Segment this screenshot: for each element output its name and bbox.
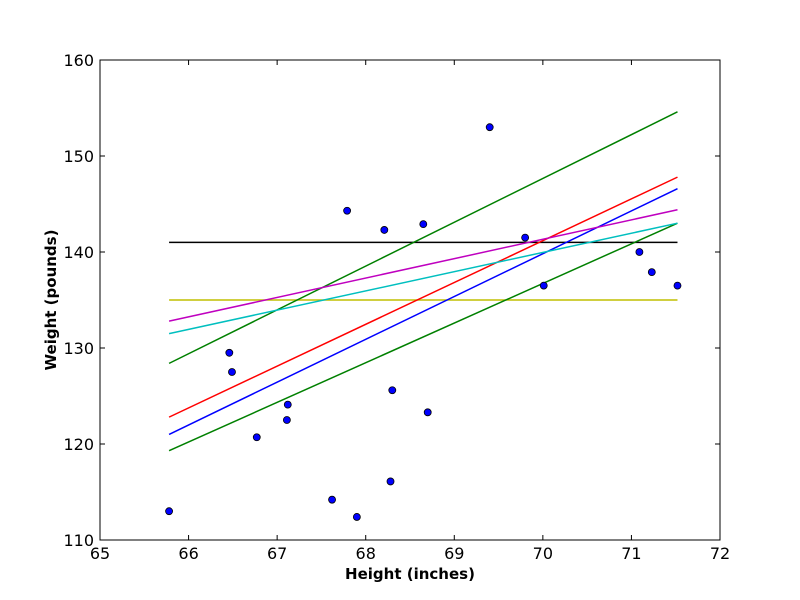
x-tick-label: 65 bbox=[90, 544, 110, 563]
x-tick-label: 71 bbox=[621, 544, 641, 563]
data-point-20 bbox=[673, 281, 682, 290]
data-point-3 bbox=[228, 368, 236, 376]
data-point-12 bbox=[388, 386, 397, 395]
data-point-5 bbox=[282, 416, 291, 424]
data-point-18 bbox=[635, 248, 644, 256]
data-point-15 bbox=[485, 123, 494, 132]
x-tick-label: 69 bbox=[444, 544, 464, 563]
data-point-1 bbox=[165, 507, 173, 516]
y-tick-label: 160 bbox=[63, 51, 94, 70]
y-tick-label: 150 bbox=[63, 147, 94, 166]
data-point-11 bbox=[386, 477, 395, 486]
data-point-6 bbox=[283, 400, 292, 409]
plot-frame bbox=[99, 59, 721, 541]
axis-ticks: 65 66 67 68 69 70 71 72 110 120 130 140 150 160 bbox=[63, 51, 730, 563]
data-point-17 bbox=[539, 281, 548, 290]
data-point-9 bbox=[352, 513, 361, 521]
x-tick-label: 66 bbox=[178, 544, 198, 563]
fit-line-4 bbox=[168, 176, 678, 418]
fit-line-3 bbox=[168, 111, 678, 365]
fit-line-5 bbox=[168, 187, 678, 436]
data-point-16 bbox=[521, 233, 530, 242]
y-axis-label: Weight (pounds) bbox=[42, 230, 60, 371]
data-point-7 bbox=[328, 495, 336, 504]
y-tick-label: 120 bbox=[63, 435, 94, 454]
data-point-13 bbox=[419, 220, 428, 229]
x-tick-label: 67 bbox=[267, 544, 287, 563]
fit-line-7 bbox=[168, 209, 678, 322]
x-tick-label: 72 bbox=[710, 544, 730, 563]
fit-line-8 bbox=[168, 222, 678, 335]
y-tick-label: 110 bbox=[63, 531, 94, 550]
data-point-2 bbox=[225, 348, 234, 357]
x-axis-label: Height (inches) bbox=[345, 565, 475, 583]
data-point-8 bbox=[343, 206, 352, 215]
data-point-14 bbox=[423, 408, 432, 417]
x-tick-label: 70 bbox=[533, 544, 553, 563]
fit-line-6 bbox=[168, 222, 678, 452]
y-tick-label: 130 bbox=[63, 339, 94, 358]
regression-lines bbox=[168, 111, 678, 452]
y-tick-label: 140 bbox=[63, 243, 94, 262]
data-points bbox=[165, 123, 682, 521]
data-point-10 bbox=[380, 226, 389, 234]
data-point-4 bbox=[252, 433, 261, 442]
x-tick-label: 68 bbox=[356, 544, 376, 563]
data-point-19 bbox=[647, 268, 656, 277]
